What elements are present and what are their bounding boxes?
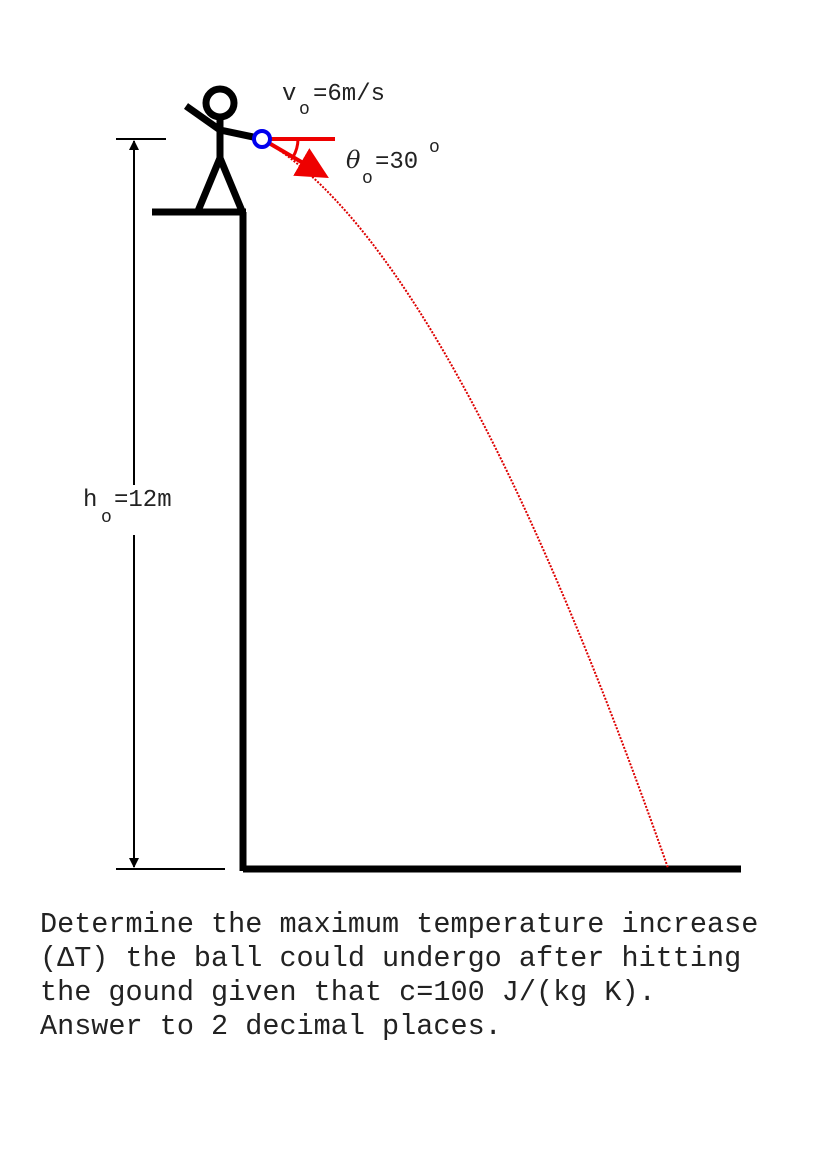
angle-symbol: θ	[346, 146, 361, 174]
angle-superscript: o	[429, 138, 440, 158]
cliff	[152, 208, 741, 873]
angle-value: =30	[375, 149, 418, 176]
question-line: Determine the maximum temperature increa…	[40, 908, 758, 941]
angle-subscript: o	[362, 169, 373, 189]
trajectory	[261, 138, 669, 869]
stick-figure	[183, 85, 259, 213]
velocity-subscript: o	[299, 100, 310, 120]
height-subscript: o	[101, 508, 112, 528]
velocity-value: =6m/s	[313, 81, 385, 108]
angle-arc	[291, 138, 300, 158]
ball	[252, 129, 272, 149]
velocity-symbol: v	[282, 81, 296, 108]
question-line: the gound given that c=100 J/(kg K).	[40, 976, 656, 1009]
question-line: Answer to 2 decimal places.	[40, 1010, 502, 1043]
height-dimension	[116, 138, 225, 870]
height-symbol: h	[83, 487, 97, 514]
velocity-arrow	[260, 137, 329, 179]
height-value: =12m	[114, 487, 172, 514]
question-line: (ΔT) the ball could undergo after hittin…	[40, 942, 741, 975]
